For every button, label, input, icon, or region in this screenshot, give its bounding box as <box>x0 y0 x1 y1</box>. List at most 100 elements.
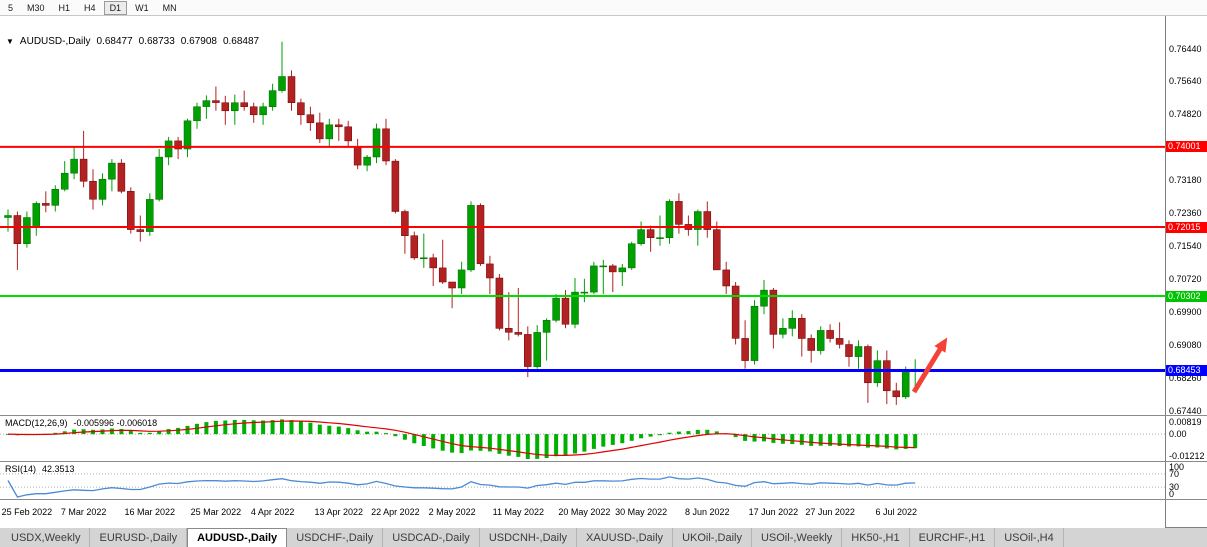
price-tick: 0.74820 <box>1169 108 1202 119</box>
timeframe-button-MN[interactable]: MN <box>162 2 177 13</box>
chart-tab-USDX-Weekly[interactable]: USDX,Weekly <box>2 528 91 547</box>
candle-body <box>826 330 834 339</box>
rsi-value: 42.3513 <box>42 464 75 474</box>
price-tick: 0.70720 <box>1169 274 1202 285</box>
macd-axis-tick: 0.00 <box>1169 429 1187 440</box>
rsi-pane[interactable]: RSI(14) 42.3513 <box>0 462 1165 499</box>
candle-body <box>476 205 485 265</box>
candle-body <box>457 269 466 289</box>
chart-dropdown-icon[interactable]: ▼ <box>6 37 14 46</box>
chart-tab-USOil-H4[interactable]: USOil-,H4 <box>995 528 1064 547</box>
candle-body <box>401 211 409 236</box>
price-tick: 0.76440 <box>1169 43 1202 54</box>
date-label: 25 Mar 2022 <box>190 507 242 517</box>
candle-body <box>193 106 201 122</box>
timeframe-button-M30[interactable]: M30 <box>27 2 45 13</box>
candle-body <box>646 229 655 238</box>
chart-tab-EURCHF-H1[interactable]: EURCHF-,H1 <box>910 528 996 547</box>
candle-body <box>212 100 220 103</box>
chart-tab-USDCNH-Daily[interactable]: USDCNH-,Daily <box>480 528 578 547</box>
candle-body <box>703 211 712 230</box>
price-line-badge: 0.72015 <box>1166 221 1207 233</box>
rsi-label: RSI(14) 42.3513 <box>5 464 75 474</box>
chart-tab-HK50-H1[interactable]: HK50-,H1 <box>842 528 910 547</box>
candle-body <box>70 158 78 174</box>
candle-body <box>788 318 797 329</box>
candle-body <box>561 297 570 325</box>
date-label: 25 Feb 2022 <box>1 507 53 517</box>
timeframe-button-H1[interactable]: H1 <box>58 2 71 13</box>
price-line-badge: 0.70302 <box>1166 290 1207 302</box>
timeframe-toolbar: 5 M30 H1 H4 D1 W1 MN <box>0 0 1207 16</box>
chart-tabbar: USDX,Weekly EURUSD-,Daily AUDUSD-,Daily USD… <box>0 527 1207 547</box>
candle-body <box>363 156 371 166</box>
chart-tab-XAUUSD-Daily[interactable]: XAUUSD-,Daily <box>577 528 674 547</box>
candle-body <box>599 265 608 268</box>
trend-arrow-annotation[interactable] <box>911 337 948 394</box>
rsi-name: RSI(14) <box>5 464 37 474</box>
rsi-axis-tick: 0 <box>1169 489 1175 499</box>
price-tick: 0.71540 <box>1169 241 1202 252</box>
candle-body <box>382 128 390 162</box>
price-chart-pane[interactable]: ▼ AUDUSD-,Daily 0.68477 0.68733 0.67908 … <box>0 16 1165 415</box>
price-tick: 0.72360 <box>1169 208 1202 219</box>
candle-body <box>372 128 381 158</box>
time-axis[interactable]: 25 Feb 2022 7 Mar 2022 16 Mar 2022 25 Mar 2… <box>0 500 1165 528</box>
chart-tab-UKOil-Daily[interactable]: UKOil-,Daily <box>673 528 752 547</box>
date-label: 6 Jul 2022 <box>875 507 918 517</box>
candle-body <box>845 344 853 357</box>
price-line-badge: 0.74001 <box>1166 141 1207 153</box>
ohlc-open: 0.68477 <box>96 36 133 47</box>
candle-body <box>32 203 41 228</box>
candle-body <box>344 126 352 142</box>
date-label: 27 Jun 2022 <box>805 507 855 517</box>
candle-body <box>901 370 910 398</box>
chart-tab-AUDUSD-Daily[interactable]: AUDUSD-,Daily <box>187 528 288 547</box>
date-label: 8 Jun 2022 <box>685 507 730 517</box>
candle-body <box>807 338 815 351</box>
ohlc-low: 0.67908 <box>180 36 217 47</box>
candle-body <box>335 124 343 128</box>
candle-body <box>79 158 88 182</box>
candle-body <box>136 229 145 232</box>
candle-body <box>892 390 901 398</box>
candle-body <box>590 265 598 293</box>
candle-body <box>297 102 305 116</box>
candle-body <box>306 114 315 124</box>
candle-body <box>4 215 12 218</box>
chart-tab-USOil-Weekly[interactable]: USOil-,Weekly <box>752 528 843 547</box>
candle-body <box>675 201 683 225</box>
candle-body <box>722 269 730 287</box>
candle-body <box>183 120 192 150</box>
candle-body <box>391 160 400 212</box>
candle-body <box>542 320 551 333</box>
timeframe-button-D1[interactable]: D1 <box>103 0 128 15</box>
candle-body <box>13 215 22 244</box>
candle-body <box>108 162 116 180</box>
macd-axis-tick: 0.00819 <box>1169 417 1202 427</box>
chart-tab-USDCAD-Daily[interactable]: USDCAD-,Daily <box>383 528 480 547</box>
chart-tab-EURUSD-Daily[interactable]: EURUSD-,Daily <box>90 528 188 547</box>
macd-pane[interactable]: MACD(12,26,9) -0.005996 -0.006018 <box>0 416 1165 461</box>
timeframe-button-W1[interactable]: W1 <box>135 2 149 13</box>
candle-body <box>202 100 211 107</box>
chart-symbol-label: AUDUSD-,Daily <box>19 36 91 47</box>
arrow-shaft <box>911 344 945 394</box>
axis-corner <box>1165 500 1207 527</box>
candle-body <box>495 277 504 329</box>
timeframe-button-H4[interactable]: H4 <box>84 2 96 13</box>
candle-body <box>694 211 702 230</box>
chart-tab-USDCHF-Daily[interactable]: USDCHF-,Daily <box>287 528 384 547</box>
macd-axis-tick: -0.01212 <box>1169 451 1205 461</box>
price-chart-canvas[interactable] <box>0 16 1165 415</box>
price-line-badge: 0.68453 <box>1166 365 1207 376</box>
candle-body <box>146 199 154 232</box>
price-axis[interactable]: 0.76440 0.75640 0.74820 0.73180 0.72360 0.715… <box>1165 16 1207 415</box>
candle-body <box>514 332 523 335</box>
date-label: 11 May 2022 <box>492 507 544 517</box>
candle-body <box>155 156 163 200</box>
candlestick-series <box>4 41 919 405</box>
candle-body <box>51 189 60 206</box>
timeframe-button-5[interactable]: 5 <box>8 2 14 13</box>
